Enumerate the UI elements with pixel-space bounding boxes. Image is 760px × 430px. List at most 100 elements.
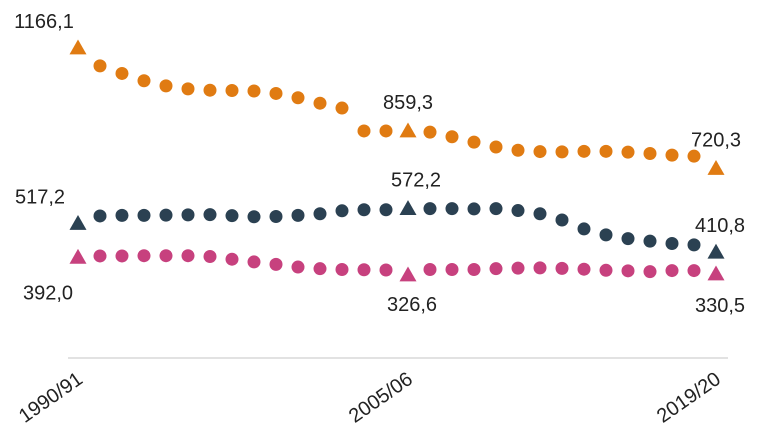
series-2-point-28 [687, 264, 701, 278]
series-1-point-13 [357, 203, 371, 217]
series-1-point-2 [115, 208, 129, 222]
series-1-point-11 [313, 207, 327, 221]
series-0-point-26 [643, 146, 657, 160]
data-label-1-15: 572,2 [391, 170, 441, 192]
series-2-point-27 [665, 264, 679, 278]
series-0-point-21 [533, 145, 547, 159]
series-2-point-12 [335, 262, 349, 276]
series-2-point-16 [423, 262, 437, 276]
series-0-triangle-0 [69, 39, 87, 55]
series-1-point-3 [137, 208, 151, 222]
series-0-triangle-29 [707, 160, 725, 175]
x-tick-labels: 1990/91 2005/06 2019/20 [15, 368, 725, 427]
data-label-0-0: 1166,1 [14, 11, 74, 33]
series-1-triangle-15 [399, 200, 417, 215]
series-2-point-22 [555, 261, 569, 275]
series-2-point-23 [577, 262, 591, 276]
series-2-point-14 [379, 263, 393, 277]
series-2-point-1 [93, 249, 107, 263]
series-2-triangle-0 [69, 248, 87, 264]
series-0-point-8 [247, 84, 261, 98]
series-1-point-1 [93, 209, 107, 223]
series-0-point-28 [687, 149, 701, 163]
series-1-point-4 [159, 208, 173, 222]
series-0-point-25 [621, 145, 635, 159]
series-2-point-20 [511, 261, 525, 275]
series-1-point-28 [687, 238, 701, 252]
series-0-point-17 [445, 130, 459, 144]
series-0-point-18 [467, 135, 481, 149]
series-0-point-1 [93, 59, 107, 73]
data-label-0-29: 720,3 [691, 130, 741, 152]
series-2-point-24 [599, 263, 613, 277]
series-2-point-4 [159, 249, 173, 263]
series-0-point-22 [555, 145, 569, 159]
series-0-point-27 [665, 148, 679, 162]
series-2-point-2 [115, 249, 129, 263]
series-0-point-3 [137, 74, 151, 88]
series-1-point-14 [379, 203, 393, 217]
data-marks [69, 39, 725, 282]
x-tick-label-0: 1990/91 [15, 368, 87, 427]
series-1-point-19 [489, 202, 503, 216]
series-0-point-7 [225, 83, 239, 97]
series-2-point-8 [247, 255, 261, 269]
series-0-point-10 [291, 91, 305, 105]
series-0-point-5 [181, 82, 195, 96]
series-2-point-19 [489, 262, 503, 276]
series-2-point-10 [291, 260, 305, 274]
series-1-point-26 [643, 234, 657, 248]
series-2-point-21 [533, 261, 547, 275]
series-1-triangle-29 [707, 243, 725, 259]
series-1-point-8 [247, 210, 261, 224]
series-0-point-19 [489, 140, 503, 154]
series-1-point-25 [621, 232, 635, 246]
series-2-point-17 [445, 262, 459, 276]
series-1-point-17 [445, 202, 459, 216]
series-0-point-6 [203, 83, 217, 97]
series-2-point-25 [621, 264, 635, 278]
series-0-point-11 [313, 96, 327, 110]
series-2-triangle-15 [399, 266, 417, 282]
series-1-point-24 [599, 228, 613, 242]
data-label-2-15: 326,6 [387, 294, 437, 316]
series-0-point-16 [423, 125, 437, 139]
x-tick-label-2: 2019/20 [653, 368, 725, 427]
series-0-point-9 [269, 86, 283, 100]
series-0-point-24 [599, 144, 613, 158]
series-2-point-26 [643, 265, 657, 279]
data-label-2-29: 330,5 [695, 295, 745, 317]
series-2-point-18 [467, 262, 481, 276]
series-0-point-14 [379, 124, 393, 138]
series-1-point-20 [511, 204, 525, 218]
data-label-1-29: 410,8 [695, 215, 745, 237]
series-1-point-9 [269, 209, 283, 223]
series-1-point-27 [665, 237, 679, 251]
series-2-triangle-29 [707, 265, 725, 281]
series-2-point-13 [357, 263, 371, 277]
series-1-point-22 [555, 213, 569, 227]
data-labels: 1166,1 859,3 720,3 517,2 572,2 410,8 392,0 326,… [14, 11, 745, 317]
series-0-point-12 [335, 101, 349, 115]
series-0-triangle-15 [399, 122, 417, 138]
series-1-point-23 [577, 222, 591, 236]
series-1-point-6 [203, 208, 217, 222]
series-2-point-11 [313, 262, 327, 276]
x-tick-label-1: 2005/06 [345, 368, 417, 427]
series-0-point-20 [511, 143, 525, 157]
series-1-point-12 [335, 204, 349, 218]
data-label-2-0: 392,0 [23, 282, 73, 304]
series-1-point-18 [467, 202, 481, 216]
series-1-point-10 [291, 208, 305, 222]
series-2-point-6 [203, 250, 217, 264]
series-1-triangle-0 [69, 214, 87, 230]
series-0-point-2 [115, 66, 129, 80]
series-0-point-4 [159, 79, 173, 93]
series-1-point-5 [181, 208, 195, 222]
series-1-point-7 [225, 209, 239, 223]
series-2-point-5 [181, 249, 195, 263]
series-2-point-7 [225, 252, 239, 266]
data-label-1-0: 517,2 [15, 186, 65, 208]
series-0-point-23 [577, 144, 591, 158]
